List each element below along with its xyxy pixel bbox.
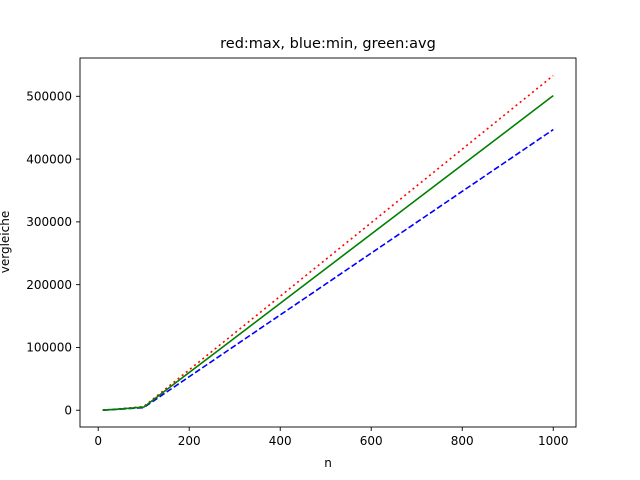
x-tick-label: 600 (360, 434, 383, 448)
y-axis-label: vergleiche (0, 211, 12, 273)
x-tick-label: 200 (178, 434, 201, 448)
axes-frame (79, 57, 577, 428)
plot-area: 0 200 400 600 800 1000 0 100000 200000 300000 4000… (26, 57, 577, 448)
y-tick-label: 400000 (26, 152, 72, 166)
y-tick-label: 200000 (26, 278, 72, 292)
chart-title: red:max, blue:min, green:avg (220, 36, 436, 52)
x-tick-label: 800 (451, 434, 474, 448)
y-tick-label: 100000 (26, 341, 72, 355)
y-tick-label: 500000 (26, 90, 72, 104)
x-tick-label: 0 (94, 434, 102, 448)
x-tick-label: 400 (269, 434, 292, 448)
y-tick-label: 300000 (26, 215, 72, 229)
x-axis-label: n (324, 456, 332, 470)
y-tick-label: 0 (64, 404, 72, 418)
series-line-avg (102, 95, 554, 411)
x-tick-label: 1000 (538, 434, 569, 448)
